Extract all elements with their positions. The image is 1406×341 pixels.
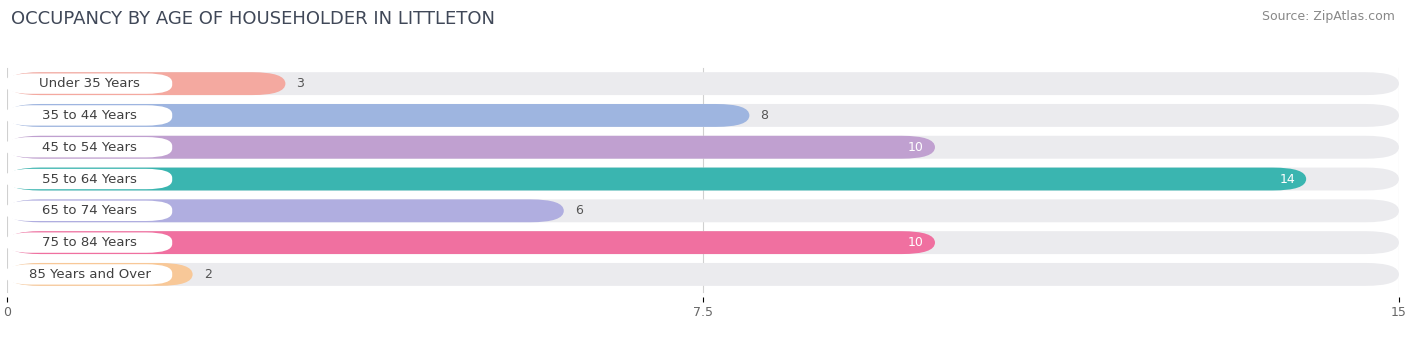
FancyBboxPatch shape	[7, 231, 1399, 254]
FancyBboxPatch shape	[7, 199, 1399, 222]
FancyBboxPatch shape	[7, 136, 935, 159]
FancyBboxPatch shape	[7, 231, 935, 254]
FancyBboxPatch shape	[7, 72, 285, 95]
FancyBboxPatch shape	[6, 264, 172, 285]
FancyBboxPatch shape	[6, 169, 172, 189]
FancyBboxPatch shape	[7, 136, 1399, 159]
Text: 6: 6	[575, 204, 583, 217]
FancyBboxPatch shape	[7, 263, 193, 286]
Text: 14: 14	[1279, 173, 1295, 186]
FancyBboxPatch shape	[6, 105, 172, 125]
Text: 2: 2	[204, 268, 212, 281]
Text: 35 to 44 Years: 35 to 44 Years	[42, 109, 136, 122]
FancyBboxPatch shape	[6, 233, 172, 253]
Text: 3: 3	[297, 77, 305, 90]
FancyBboxPatch shape	[7, 167, 1306, 191]
Text: 55 to 64 Years: 55 to 64 Years	[42, 173, 136, 186]
Text: 8: 8	[761, 109, 769, 122]
Text: 85 Years and Over: 85 Years and Over	[28, 268, 150, 281]
Text: OCCUPANCY BY AGE OF HOUSEHOLDER IN LITTLETON: OCCUPANCY BY AGE OF HOUSEHOLDER IN LITTL…	[11, 10, 495, 28]
FancyBboxPatch shape	[7, 104, 1399, 127]
FancyBboxPatch shape	[6, 137, 172, 158]
FancyBboxPatch shape	[6, 201, 172, 221]
FancyBboxPatch shape	[7, 263, 1399, 286]
FancyBboxPatch shape	[7, 104, 749, 127]
Text: Source: ZipAtlas.com: Source: ZipAtlas.com	[1261, 10, 1395, 23]
FancyBboxPatch shape	[6, 73, 172, 94]
Text: 10: 10	[908, 236, 924, 249]
Text: 45 to 54 Years: 45 to 54 Years	[42, 141, 136, 154]
FancyBboxPatch shape	[7, 199, 564, 222]
Text: 75 to 84 Years: 75 to 84 Years	[42, 236, 136, 249]
Text: 65 to 74 Years: 65 to 74 Years	[42, 204, 136, 217]
Text: 10: 10	[908, 141, 924, 154]
FancyBboxPatch shape	[7, 167, 1399, 191]
Text: Under 35 Years: Under 35 Years	[39, 77, 141, 90]
FancyBboxPatch shape	[7, 72, 1399, 95]
